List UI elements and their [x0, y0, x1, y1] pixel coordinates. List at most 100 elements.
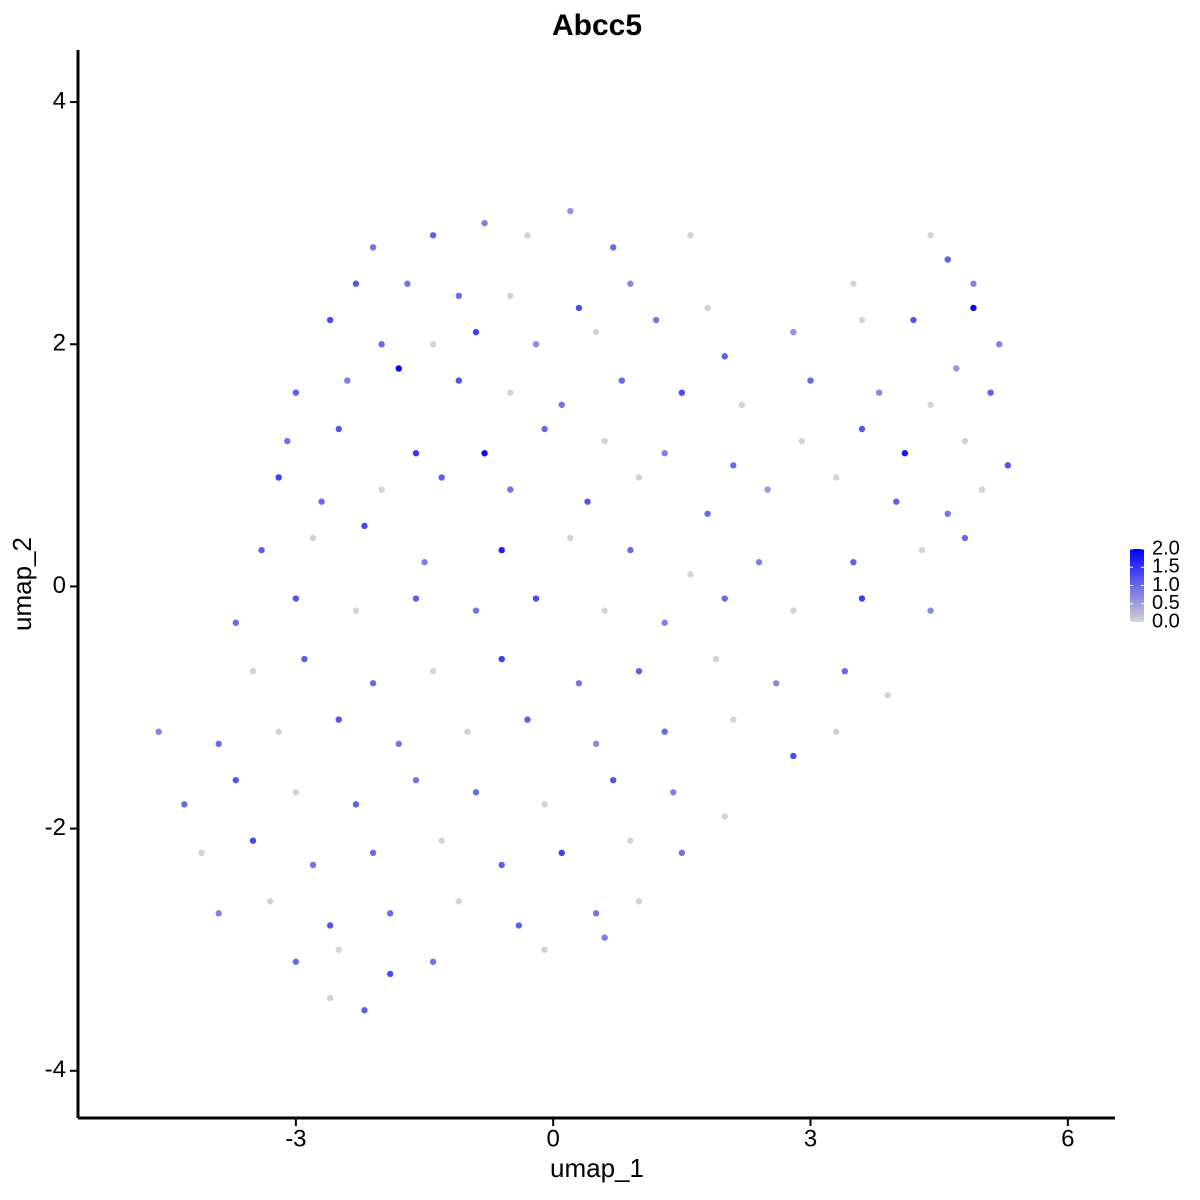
point — [215, 910, 222, 917]
point — [601, 437, 608, 445]
point — [627, 546, 634, 554]
point — [970, 304, 977, 312]
point — [472, 789, 480, 796]
point — [601, 934, 608, 941]
point — [292, 958, 300, 965]
colorbar-label: 1.5 — [1152, 556, 1180, 578]
point — [532, 341, 540, 348]
point — [284, 437, 291, 445]
point — [378, 341, 385, 348]
point — [978, 486, 986, 493]
x-tick-label: -3 — [285, 1125, 306, 1152]
point — [927, 607, 934, 614]
point — [352, 801, 360, 808]
point — [721, 595, 728, 602]
point — [344, 377, 351, 384]
point — [730, 462, 737, 469]
point — [833, 474, 840, 481]
point — [232, 776, 240, 784]
point — [738, 401, 746, 408]
colorbar-label: 0.5 — [1152, 592, 1180, 614]
point — [798, 437, 806, 445]
point — [592, 328, 600, 336]
point — [498, 546, 505, 554]
point — [884, 692, 891, 699]
point — [215, 740, 222, 748]
point — [944, 256, 951, 263]
point — [575, 680, 583, 687]
point — [687, 571, 694, 578]
point — [318, 498, 325, 505]
point — [893, 498, 900, 505]
point — [961, 534, 969, 542]
point — [429, 232, 437, 239]
point — [464, 728, 471, 735]
point — [953, 365, 960, 372]
point — [335, 946, 342, 953]
point — [858, 425, 866, 433]
point — [850, 559, 857, 566]
point — [429, 341, 437, 348]
point — [455, 898, 463, 905]
point — [275, 728, 282, 735]
colorbar-label: 0.0 — [1152, 610, 1180, 632]
point — [858, 595, 866, 602]
point — [429, 958, 437, 965]
point — [258, 546, 265, 554]
point — [901, 450, 909, 457]
point — [532, 595, 540, 602]
point — [833, 728, 840, 735]
point — [584, 498, 591, 505]
point — [652, 316, 660, 324]
point — [567, 207, 574, 215]
point — [961, 437, 969, 445]
point — [361, 522, 368, 530]
point — [507, 389, 514, 396]
point — [592, 740, 600, 748]
point — [412, 450, 420, 457]
point — [927, 401, 934, 408]
point — [661, 450, 668, 457]
point — [1004, 462, 1011, 469]
point — [841, 667, 849, 675]
point — [610, 244, 617, 251]
point — [266, 898, 274, 905]
point — [721, 353, 728, 360]
point — [412, 595, 420, 602]
point — [498, 861, 505, 869]
point — [567, 534, 574, 542]
point — [412, 776, 420, 784]
point — [627, 837, 634, 844]
x-tick-label: 6 — [1061, 1125, 1074, 1152]
point — [541, 946, 548, 953]
point — [309, 534, 317, 542]
point — [790, 752, 797, 760]
point — [541, 801, 548, 808]
point — [704, 304, 711, 312]
point — [369, 244, 377, 251]
point — [635, 474, 643, 481]
point — [601, 607, 608, 614]
colorbar-label: 2.0 — [1152, 537, 1180, 559]
y-axis-label: umap_2 — [7, 537, 37, 631]
point — [369, 849, 377, 857]
point — [472, 607, 480, 614]
point — [429, 667, 437, 675]
point — [361, 1007, 368, 1014]
point — [309, 861, 317, 869]
point — [438, 474, 445, 481]
point — [301, 655, 308, 663]
point — [627, 280, 634, 287]
point — [592, 910, 600, 917]
point — [670, 789, 677, 796]
point — [927, 232, 934, 239]
point — [369, 680, 377, 687]
point — [807, 377, 814, 384]
x-tick-label: 0 — [547, 1125, 560, 1152]
point — [712, 655, 720, 663]
point — [558, 401, 565, 408]
point — [232, 619, 240, 626]
point — [395, 740, 402, 748]
